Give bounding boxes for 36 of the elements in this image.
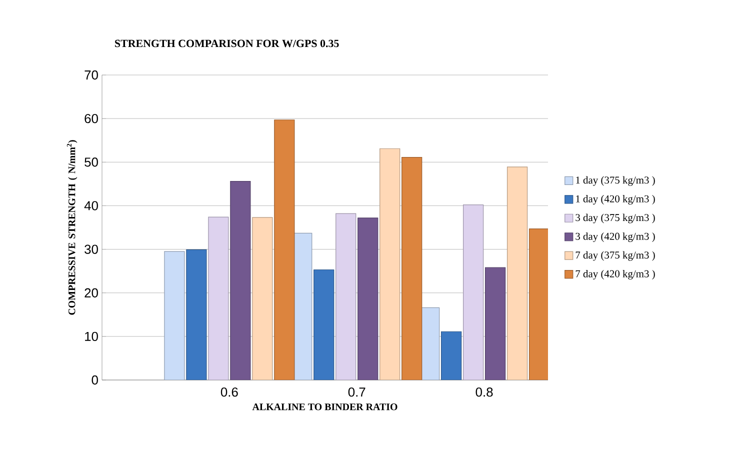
bar (380, 148, 400, 380)
bar (402, 157, 422, 380)
x-tick-label: 0.8 (476, 388, 493, 397)
chart-title: STRENGTH COMPARISON FOR W/GPS 0.35 (115, 40, 339, 48)
legend-label: 3 day (375 kg/m3 ) (576, 214, 655, 224)
bar (462, 204, 484, 380)
bar (484, 267, 506, 380)
bar (186, 249, 207, 380)
bar (230, 181, 251, 380)
legend-label: 7 day (420 kg/m3 ) (576, 270, 655, 280)
bar (506, 166, 528, 380)
y-tick-label: 70 (84, 70, 98, 80)
y-tick-label: 50 (84, 158, 98, 167)
legend-label: 1 day (420 kg/m3 ) (576, 195, 655, 205)
bar (358, 218, 378, 380)
x-tick-label: 0.7 (348, 388, 366, 397)
bar (314, 269, 334, 380)
bar (336, 213, 356, 380)
bar (164, 251, 185, 380)
legend-label: 7 day (375 kg/m3 ) (576, 251, 655, 261)
bar (528, 228, 548, 380)
y-tick-label: 30 (84, 244, 98, 254)
legend-label: 3 day (420 kg/m3 ) (576, 232, 655, 242)
bar (440, 331, 462, 380)
y-axis-title: COMPRESSIVE STRENGTH ( N/mm$^{2}$) (66, 140, 78, 315)
legend-label: 1 day (375 kg/m3 ) (576, 176, 655, 186)
y-tick-label: 0 (92, 375, 98, 385)
x-tick-label: 0.6 (220, 388, 238, 397)
bar (252, 217, 273, 380)
y-tick-label: 60 (84, 114, 98, 124)
y-tick-label: 10 (85, 332, 98, 342)
bar (208, 216, 229, 380)
x-axis-title: ALKALINE TO BINDER RATIO (252, 404, 398, 410)
y-tick-label: 40 (84, 201, 98, 210)
bar (274, 120, 295, 380)
y-tick-label: 20 (84, 288, 98, 298)
